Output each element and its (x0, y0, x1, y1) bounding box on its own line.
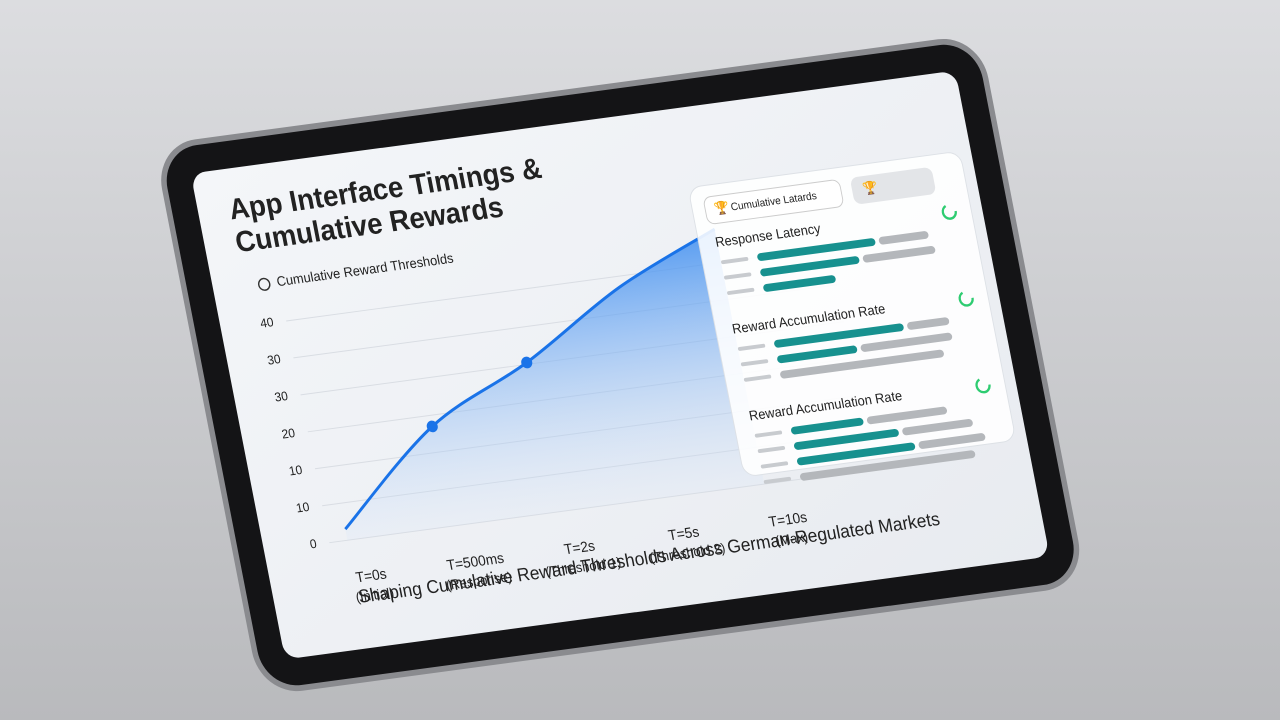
status-ring (975, 377, 991, 394)
y-tick-label: 40 (259, 315, 275, 331)
x-tick-label: T=5s (667, 524, 701, 544)
bar-gray (800, 450, 976, 481)
trophy-icon: 🏆 (861, 179, 879, 196)
row-label-placeholder (763, 476, 792, 484)
row-label-placeholder (754, 430, 783, 438)
row-label-placeholder (737, 343, 766, 351)
bar-gray (902, 419, 973, 436)
row-label-placeholder (743, 374, 772, 382)
bar-teal (777, 345, 858, 364)
bar-teal (763, 275, 836, 292)
x-tick-note: (Max) (774, 529, 809, 549)
x-tick-label: T=10s (767, 510, 808, 531)
bar-teal (760, 256, 860, 277)
bar-gray (866, 406, 948, 425)
row-label-placeholder (721, 257, 749, 265)
bar-gray (918, 433, 986, 449)
y-tick-label: 0 (309, 536, 318, 551)
bar-teal (797, 442, 916, 466)
y-tick-label: 30 (273, 389, 289, 405)
point (426, 420, 438, 433)
bar-gray (878, 231, 929, 245)
bar-gray (907, 317, 950, 330)
bar-teal (757, 238, 876, 261)
status-ring (941, 203, 957, 220)
x-tick-note: (Initial) (354, 585, 395, 605)
status-ring (958, 290, 974, 307)
bar-gray (862, 245, 936, 263)
tab-active[interactable] (703, 179, 844, 225)
y-tick-label: 30 (266, 352, 282, 368)
y-tick-label: 20 (280, 426, 296, 442)
row-label-placeholder (740, 359, 769, 367)
side-panel: 🏆 Cumulative Latards 🏆 Response LatencyR… (689, 152, 1015, 484)
panel-card (689, 152, 1015, 476)
point (521, 356, 533, 369)
bar-teal (791, 417, 864, 435)
bar-teal (794, 428, 899, 450)
row-label-placeholder (727, 287, 755, 295)
tablet: App Interface Timings & Cumulative Rewar… (161, 38, 1080, 692)
row-label-placeholder (760, 461, 789, 469)
y-tick-label: 10 (288, 463, 304, 479)
bar-gray (860, 332, 953, 352)
x-tick-label: T=500ms (445, 550, 505, 574)
bar-gray (780, 349, 944, 379)
line-area (345, 229, 765, 541)
row-label-placeholder (757, 445, 786, 454)
tab-inactive[interactable] (850, 167, 937, 205)
timer-icon (257, 277, 271, 291)
plot: 0101020303040T=0s(Initial)T=500ms(Respon… (259, 227, 874, 605)
bar-teal (774, 323, 904, 348)
trophy-icon: 🏆 (713, 199, 731, 216)
row-label-placeholder (724, 272, 752, 280)
y-tick-label: 10 (295, 500, 311, 516)
x-tick-label: T=0s (354, 566, 388, 586)
x-tick-label: T=2s (563, 538, 597, 558)
